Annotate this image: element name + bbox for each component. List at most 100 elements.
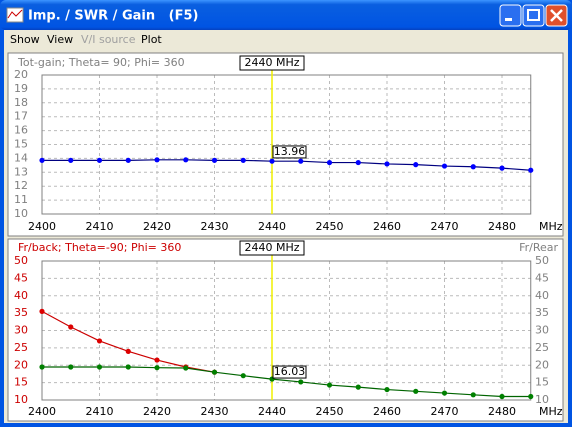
data-point [269,158,275,164]
menu-item[interactable]: V/I source [81,33,136,46]
data-point [154,157,160,163]
data-point [298,158,304,164]
x-tick-label: 2440 [258,220,286,233]
data-point [39,157,45,163]
data-point [240,157,246,163]
y-tick-label: 40 [14,289,28,302]
plot-frame [41,260,532,401]
y-tick-label: 15 [14,138,28,151]
data-point [355,159,361,166]
data-point [96,364,103,370]
x-tick-label: 2420 [143,405,171,418]
y-tick-label: 45 [14,271,28,284]
cursor-value: 16.03 [274,365,306,378]
x-tick-label: 2400 [28,405,56,418]
data-point [355,384,361,390]
data-point [528,167,534,173]
y2-tick-label: 10 [535,393,549,406]
data-point [470,392,476,398]
data-point [528,393,534,400]
x-unit: MHz [539,405,563,418]
cursor-value-box [272,145,307,159]
data-point [96,157,103,163]
data-point [470,164,476,170]
y-tick-label: 20 [14,68,28,81]
data-point [154,365,160,371]
x-tick-label: 2460 [373,220,401,233]
data-point [441,390,448,396]
y-tick-label: 11 [14,193,28,206]
x-tick-label: 2440 [258,405,286,418]
app-icon-line [7,9,23,19]
x-tick-label: 2480 [488,405,516,418]
x-tick-label: 2410 [86,405,114,418]
cursor-label-box [239,240,305,256]
cursor-label-box [239,55,305,71]
y-tick-label: 30 [14,324,28,337]
x-tick-label: 2470 [431,405,459,418]
menu-item[interactable]: View [47,33,73,46]
menu-item[interactable]: Show [10,33,40,46]
x-tick-label: 2430 [201,405,229,418]
x-tick-label: 2460 [373,405,401,418]
series-line [42,159,531,171]
x-tick-label: 2480 [488,220,516,233]
menu-item[interactable]: Plot [141,33,162,46]
y-tick-label: 15 [14,376,28,389]
x-tick-label: 2450 [316,405,344,418]
series-line [42,366,531,398]
y-tick-label: 17 [14,110,28,123]
data-point [499,165,505,171]
minimize-button[interactable] [499,4,522,27]
y2-tick-label: 35 [535,306,549,319]
y2-tick-label: 40 [535,289,549,302]
data-point [384,161,390,167]
data-point [125,157,131,163]
data-point [298,379,304,385]
y-tick-label: 14 [14,151,28,164]
data-point [68,324,74,330]
close-button[interactable] [545,4,568,27]
data-point [326,159,333,166]
x-tick-label: 2420 [143,220,171,233]
y-tick-label: 16 [14,124,28,137]
y-tick-label: 10 [14,393,28,406]
data-point [183,365,189,371]
y2-tick-label: 50 [535,254,549,267]
data-point [39,364,45,370]
cursor-value: 13.96 [274,145,306,158]
x-tick-label: 2410 [86,220,114,233]
data-point [68,157,74,163]
chart-title: Tot-gain; Theta= 90; Phi= 360 [17,56,185,69]
data-point [39,308,45,314]
y-tick-label: 10 [14,207,28,220]
maximize-button[interactable] [522,4,545,27]
cursor-label: 2440 MHz [244,56,299,69]
data-point [413,162,419,168]
x-tick-label: 2450 [316,220,344,233]
data-point [441,163,448,169]
plot-frame [41,74,532,215]
y-tick-label: 19 [14,82,28,95]
data-point [326,382,333,388]
x-tick-label: 2430 [201,220,229,233]
y-tick-label: 18 [14,96,28,109]
data-point [240,373,246,379]
data-point [499,393,505,400]
chart-title: Fr/back; Theta=-90; Phi= 360 [18,241,181,254]
y-tick-label: 13 [14,165,28,178]
x-tick-label: 2400 [28,220,56,233]
title-bar [0,0,572,30]
y2-tick-label: 20 [535,358,549,371]
y-tick-label: 20 [14,358,28,371]
data-point [96,338,103,344]
cursor-value-box [272,365,307,379]
data-point [154,357,160,363]
x-unit: MHz [539,220,563,233]
data-point [125,364,131,370]
x-tick-label: 2470 [431,220,459,233]
data-point [125,348,131,354]
y-tick-label: 12 [14,179,28,192]
